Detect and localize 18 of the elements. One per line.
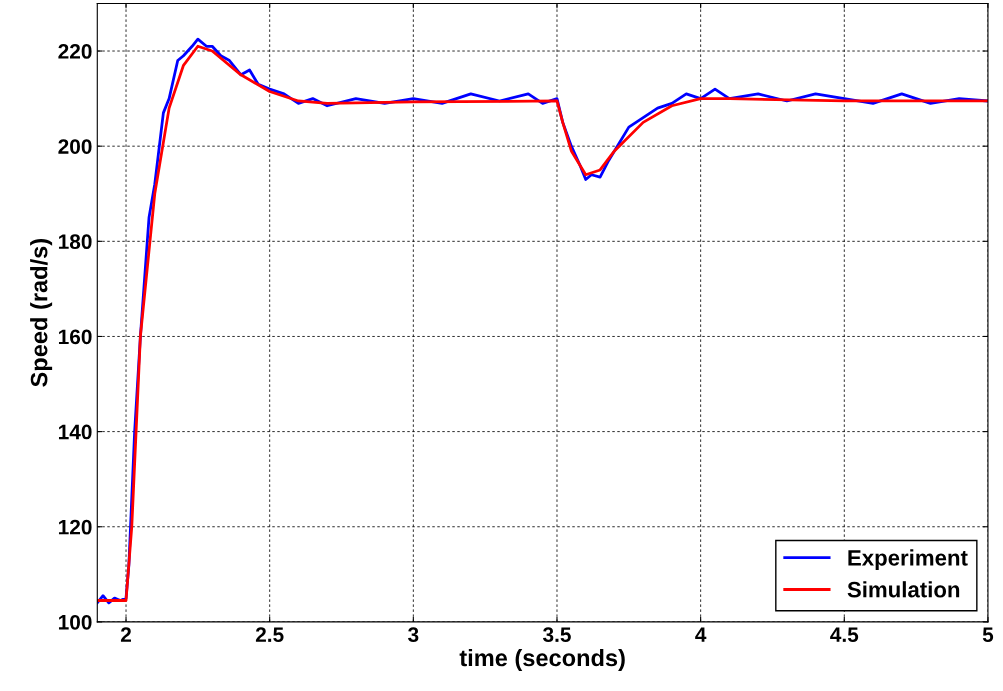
x-tick-label: 3.5	[542, 627, 571, 643]
x-tick-label: 4	[695, 627, 707, 642]
x-tick-label: 5	[982, 627, 994, 643]
y-tick-label: 220	[58, 44, 92, 59]
x-tick-label: 3	[408, 627, 419, 643]
y-tick-label: 160	[58, 329, 92, 345]
y-tick-label: 140	[58, 424, 92, 440]
legend-label: Experiment	[848, 549, 968, 571]
legend-label: Simulation	[847, 581, 960, 598]
y-tick-label: 200	[58, 139, 92, 154]
x-tick-label: 2.5	[255, 627, 284, 643]
y-tick-label: 100	[58, 614, 92, 630]
x-axis-title: time (seconds)	[459, 648, 625, 671]
y-axis-title: Speed (rad/s)	[30, 239, 53, 387]
x-tick-label: 2	[120, 627, 131, 642]
x-tick-label: 4.5	[830, 627, 859, 643]
y-tick-label: 180	[58, 234, 92, 250]
y-tick-label: 120	[58, 519, 92, 535]
